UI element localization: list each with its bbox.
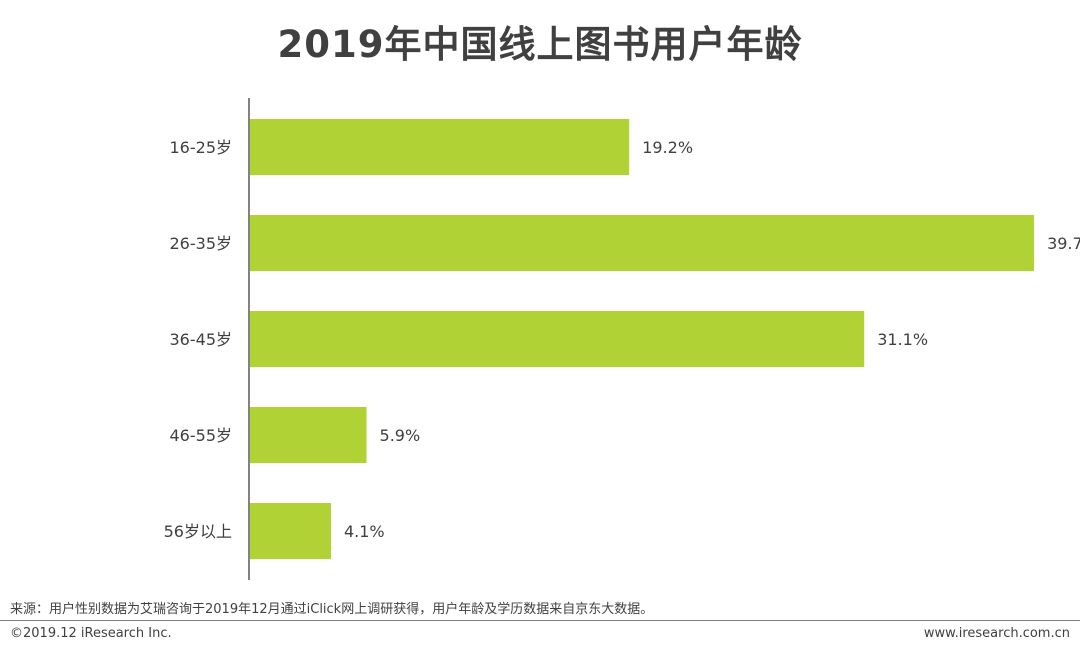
value-label: 5.9%: [380, 426, 421, 445]
category-label: 56岁以上: [164, 522, 232, 541]
bar-5: [250, 503, 331, 559]
category-label: 36-45岁: [170, 330, 233, 349]
value-label: 4.1%: [344, 522, 385, 541]
footer-divider: [0, 620, 1080, 621]
category-label: 46-55岁: [170, 426, 233, 445]
website-link[interactable]: www.iresearch.com.cn: [923, 626, 1070, 641]
source-note: 来源：用户性别数据为艾瑞咨询于2019年12月通过iClick网上调研获得，用户…: [10, 602, 654, 617]
category-label: 16-25岁: [170, 138, 233, 157]
chart-title: 2019年中国线上图书用户年龄: [277, 23, 803, 66]
copyright-text: ©2019.12 iResearch Inc.: [10, 626, 172, 641]
bar-2: [250, 215, 1035, 271]
value-label: 39.7%: [1047, 234, 1080, 253]
category-label: 26-35岁: [170, 234, 233, 253]
bar-chart: 16-25岁 19.2% 26-35岁 39.7% 36-45岁 31.1% 46-55岁 5…: [164, 98, 1080, 580]
value-label: 19.2%: [642, 138, 693, 157]
bar-4: [250, 407, 367, 463]
value-label: 31.1%: [877, 330, 928, 349]
bar-1: [250, 119, 630, 175]
bar-3: [250, 311, 865, 367]
